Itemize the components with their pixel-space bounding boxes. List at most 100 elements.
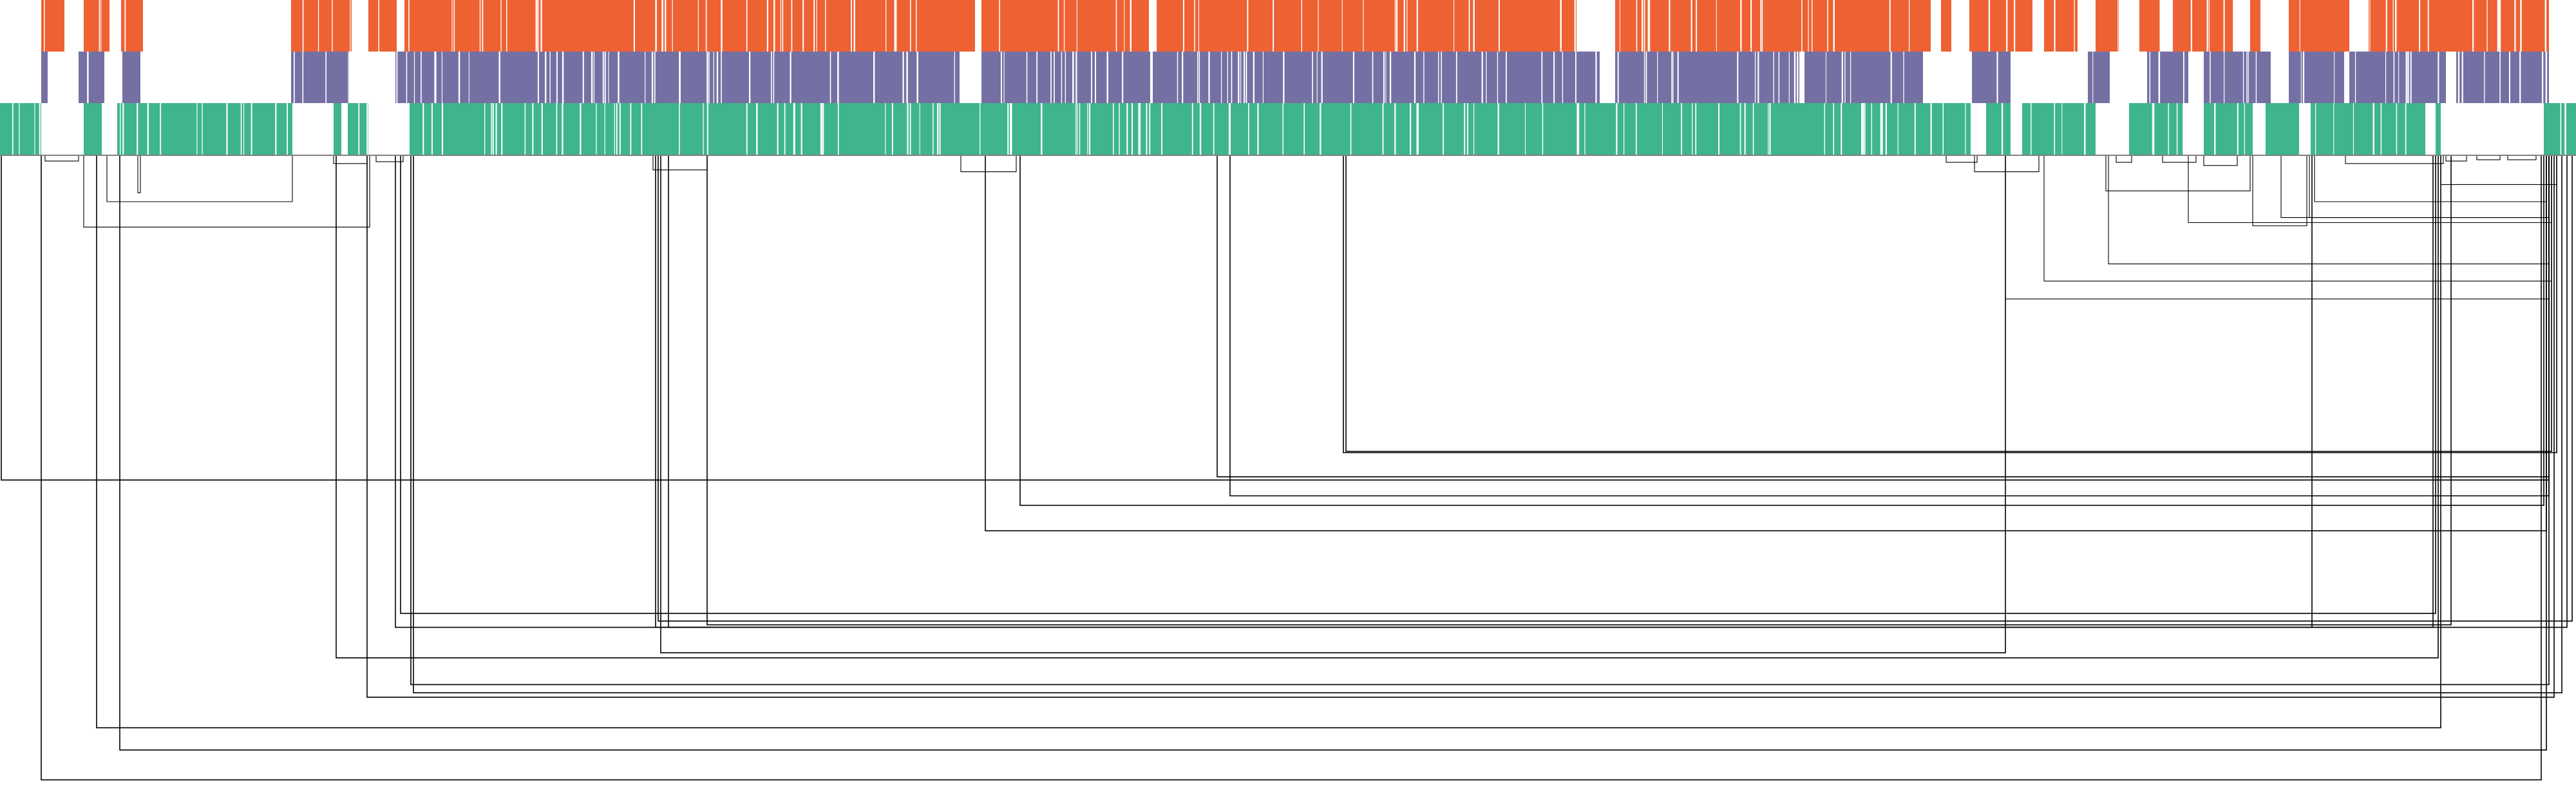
track-orange-gap	[1394, 0, 1396, 52]
track-purple-gap	[87, 52, 89, 103]
track-green-gap	[39, 103, 41, 155]
track-orange-gap	[2206, 0, 2208, 52]
track-purple-segment	[122, 52, 140, 103]
link-bracket	[2345, 156, 2444, 164]
link-bracket	[2280, 156, 2544, 218]
track-orange-gap	[2520, 0, 2522, 52]
track-purple-segment	[2289, 52, 2344, 103]
track-green-segment	[140, 103, 292, 155]
track-green-segment	[348, 103, 368, 155]
track-orange-gap	[1889, 0, 1891, 52]
track-orange-gap	[1247, 0, 1249, 52]
track-green-gap	[1149, 103, 1151, 155]
track-purple-gap	[829, 52, 831, 103]
track-green-gap	[226, 103, 228, 155]
track-orange-gap	[1396, 0, 1398, 52]
track-purple-gap	[2458, 52, 2460, 103]
track-purple-gap	[906, 52, 908, 103]
track-green-gap	[1467, 103, 1468, 155]
track-orange-gap	[1406, 0, 1408, 52]
link-bracket	[2440, 156, 2557, 185]
track-purple-segment	[2088, 52, 2110, 103]
track-green-segment	[2544, 103, 2576, 155]
track-orange-gap	[894, 0, 896, 52]
track-green-gap	[524, 103, 526, 155]
track-green-gap	[2214, 103, 2216, 155]
link-brackets	[1, 156, 2573, 781]
track-green-gap	[251, 103, 252, 155]
track-orange-gap	[378, 0, 379, 52]
track-purple-gap	[1072, 52, 1074, 103]
track-green-gap	[2244, 103, 2245, 155]
track-purple-gap	[2385, 52, 2387, 103]
track-purple-gap	[2248, 52, 2249, 103]
track-purple-gap	[1389, 52, 1392, 103]
track-green-gap	[1394, 103, 1396, 155]
track-purple-gap	[1122, 52, 1124, 103]
track-green-gap	[1416, 103, 1417, 155]
track-purple-segment	[79, 52, 104, 103]
link-bracket	[333, 156, 368, 164]
track-purple-segment	[2349, 52, 2446, 103]
track-orange-gap	[697, 0, 699, 52]
link-bracket	[2105, 156, 2251, 191]
track-orange-gap	[2223, 0, 2225, 52]
track-green-gap	[2054, 103, 2056, 155]
track-purple-gap	[708, 52, 710, 103]
track-green-gap	[703, 103, 704, 155]
track-green-gap	[287, 103, 288, 155]
track-purple-gap	[654, 52, 656, 103]
link-bracket	[2188, 156, 2552, 224]
track-green-gap	[532, 103, 534, 155]
link-bracket	[400, 156, 2436, 614]
track-green-gap	[1473, 103, 1475, 155]
track-purple-gap	[1575, 52, 1577, 103]
track-green	[0, 103, 2576, 155]
track-orange-segment	[2044, 0, 2078, 52]
link-bracket	[1345, 156, 2552, 452]
track-purple-segment	[2147, 52, 2188, 103]
track-orange-gap	[746, 0, 748, 52]
link-bracket	[660, 156, 2006, 653]
track-green-gap	[1914, 103, 1916, 155]
track-purple-gap	[2255, 52, 2257, 103]
track-green-gap	[2315, 103, 2316, 155]
track-green-gap	[2152, 103, 2153, 155]
track-green-gap	[630, 103, 632, 155]
track-orange-gap	[1403, 0, 1405, 52]
track-purple-gap	[2519, 52, 2521, 103]
track-green-gap	[541, 103, 543, 155]
track-green-gap	[2084, 103, 2086, 155]
track-purple-gap	[1244, 52, 1245, 103]
track-green-segment	[410, 103, 1971, 155]
track-orange-gap	[766, 0, 768, 52]
track-purple-gap	[2210, 52, 2211, 103]
track-purple-gap	[602, 52, 604, 103]
track-orange-gap	[721, 0, 723, 52]
track-orange-gap	[2486, 0, 2488, 52]
track-green-gap	[1824, 103, 1825, 155]
link-bracket	[137, 156, 141, 193]
track-purple-gap	[1095, 52, 1096, 103]
track-green-segment	[2129, 103, 2183, 155]
track-purple-gap	[1737, 52, 1739, 103]
track-green-gap	[441, 103, 444, 155]
track-orange-gap	[100, 0, 102, 52]
track-green-gap	[2183, 103, 2184, 155]
track-purple-gap	[790, 52, 791, 103]
track-purple-gap	[1903, 52, 1904, 103]
track-green-gap	[1542, 103, 1544, 155]
track-purple-gap	[773, 52, 775, 103]
track-green-gap	[1897, 103, 1899, 155]
track-green-segment	[2436, 103, 2441, 155]
track-purple-gap	[2484, 52, 2485, 103]
track-green-gap	[2237, 103, 2239, 155]
track-green-gap	[706, 103, 708, 155]
track-purple-gap	[1645, 52, 1647, 103]
track-orange-gap	[1750, 0, 1752, 52]
track-green-gap	[122, 103, 124, 155]
track-purple-gap	[1562, 52, 1564, 103]
track-green-gap	[493, 103, 494, 155]
track-purple-gap	[1794, 52, 1796, 103]
track-purple-gap	[1253, 52, 1255, 103]
